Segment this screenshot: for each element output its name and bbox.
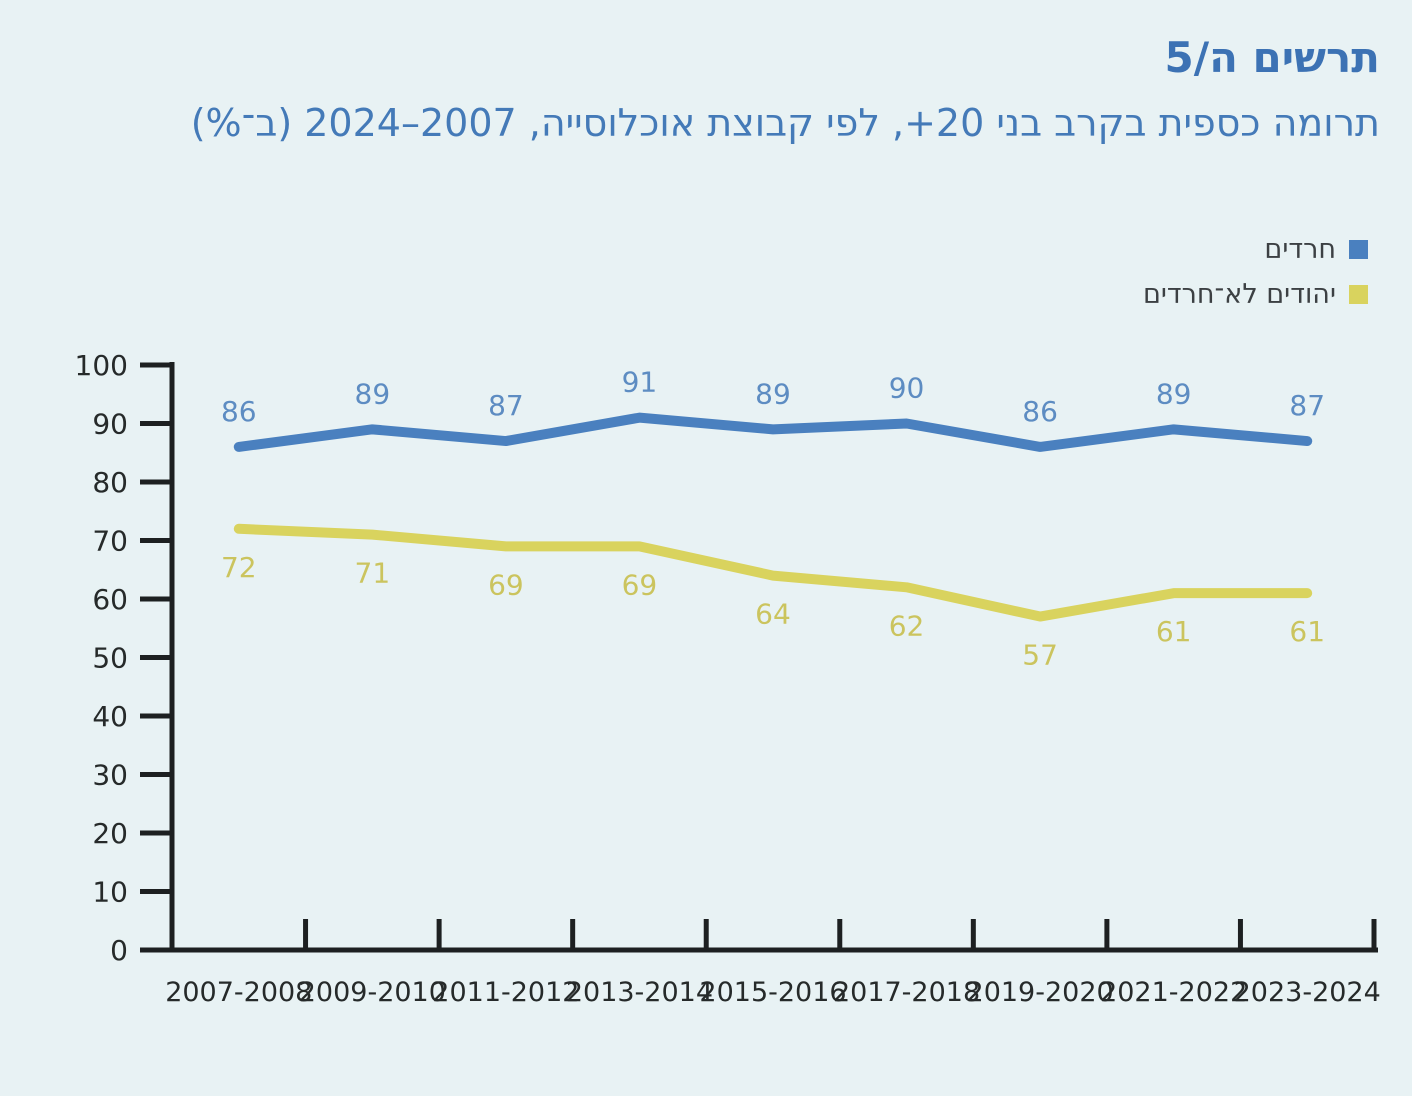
legend-label-haredim: חרדים [1264,234,1336,265]
x-category-label: 2009-2010 [299,977,446,1008]
data-label: 89 [355,377,391,410]
y-tick-label: 60 [92,583,128,616]
data-label: 86 [221,395,257,428]
x-category-label: 2019-2020 [967,977,1114,1008]
y-tick-label: 50 [92,642,128,675]
data-label: 71 [355,557,391,590]
haredim-series-swatch-icon [1349,240,1368,259]
data-label: 69 [488,568,524,601]
x-category-label: 2007-2008 [165,977,312,1008]
y-tick-label: 70 [92,525,128,558]
chart-header: תרשים ה/5 תרומה כספית בקרב בני 20+, לפי … [190,33,1381,146]
x-category-label: 2017-2018 [833,977,980,1008]
x-category-label: 2013-2014 [566,977,713,1008]
non-haredi-series-swatch-icon [1349,285,1368,304]
data-label: 89 [755,377,791,410]
data-label: 69 [622,568,658,601]
data-label: 90 [889,372,925,405]
y-tick-label: 100 [75,349,128,382]
y-tick-label: 30 [92,759,128,792]
x-category-label: 2015-2016 [699,977,846,1008]
data-label: 61 [1289,615,1325,648]
x-category-label: 2023-2024 [1234,977,1381,1008]
y-tick-label: 40 [92,700,128,733]
data-label: 57 [1022,639,1058,672]
legend-item-non-haredi-jews: יהודים לא־חרדים [1143,281,1368,308]
series-line-1 [233,523,1313,622]
data-label: 72 [221,551,257,584]
chart-number-title: תרשים ה/5 [1164,33,1381,82]
series-line-0 [233,412,1313,452]
data-label: 64 [755,598,791,631]
data-label: 87 [1289,389,1325,422]
legend-item-haredim: חרדים [1143,236,1368,263]
data-label: 89 [1156,377,1192,410]
y-tick-label: 0 [110,934,128,967]
data-label: 91 [622,366,658,399]
data-label: 61 [1156,615,1192,648]
data-label: 86 [1022,395,1058,428]
legend-label-non-haredi-jews: יהודים לא־חרדים [1142,279,1336,310]
data-label: 62 [889,609,925,642]
y-tick-label: 10 [92,876,128,909]
legend: חרדים יהודים לא־חרדים [1143,236,1368,326]
data-label: 87 [488,389,524,422]
y-tick-label: 80 [92,466,128,499]
y-tick-label: 90 [92,408,128,441]
y-tick-label: 20 [92,817,128,850]
chart-subtitle: תרומה כספית בקרב בני 20+, לפי קבוצת אוכל… [190,101,1380,146]
x-category-label: 2011-2012 [432,977,579,1008]
x-category-label: 2021-2022 [1100,977,1247,1008]
